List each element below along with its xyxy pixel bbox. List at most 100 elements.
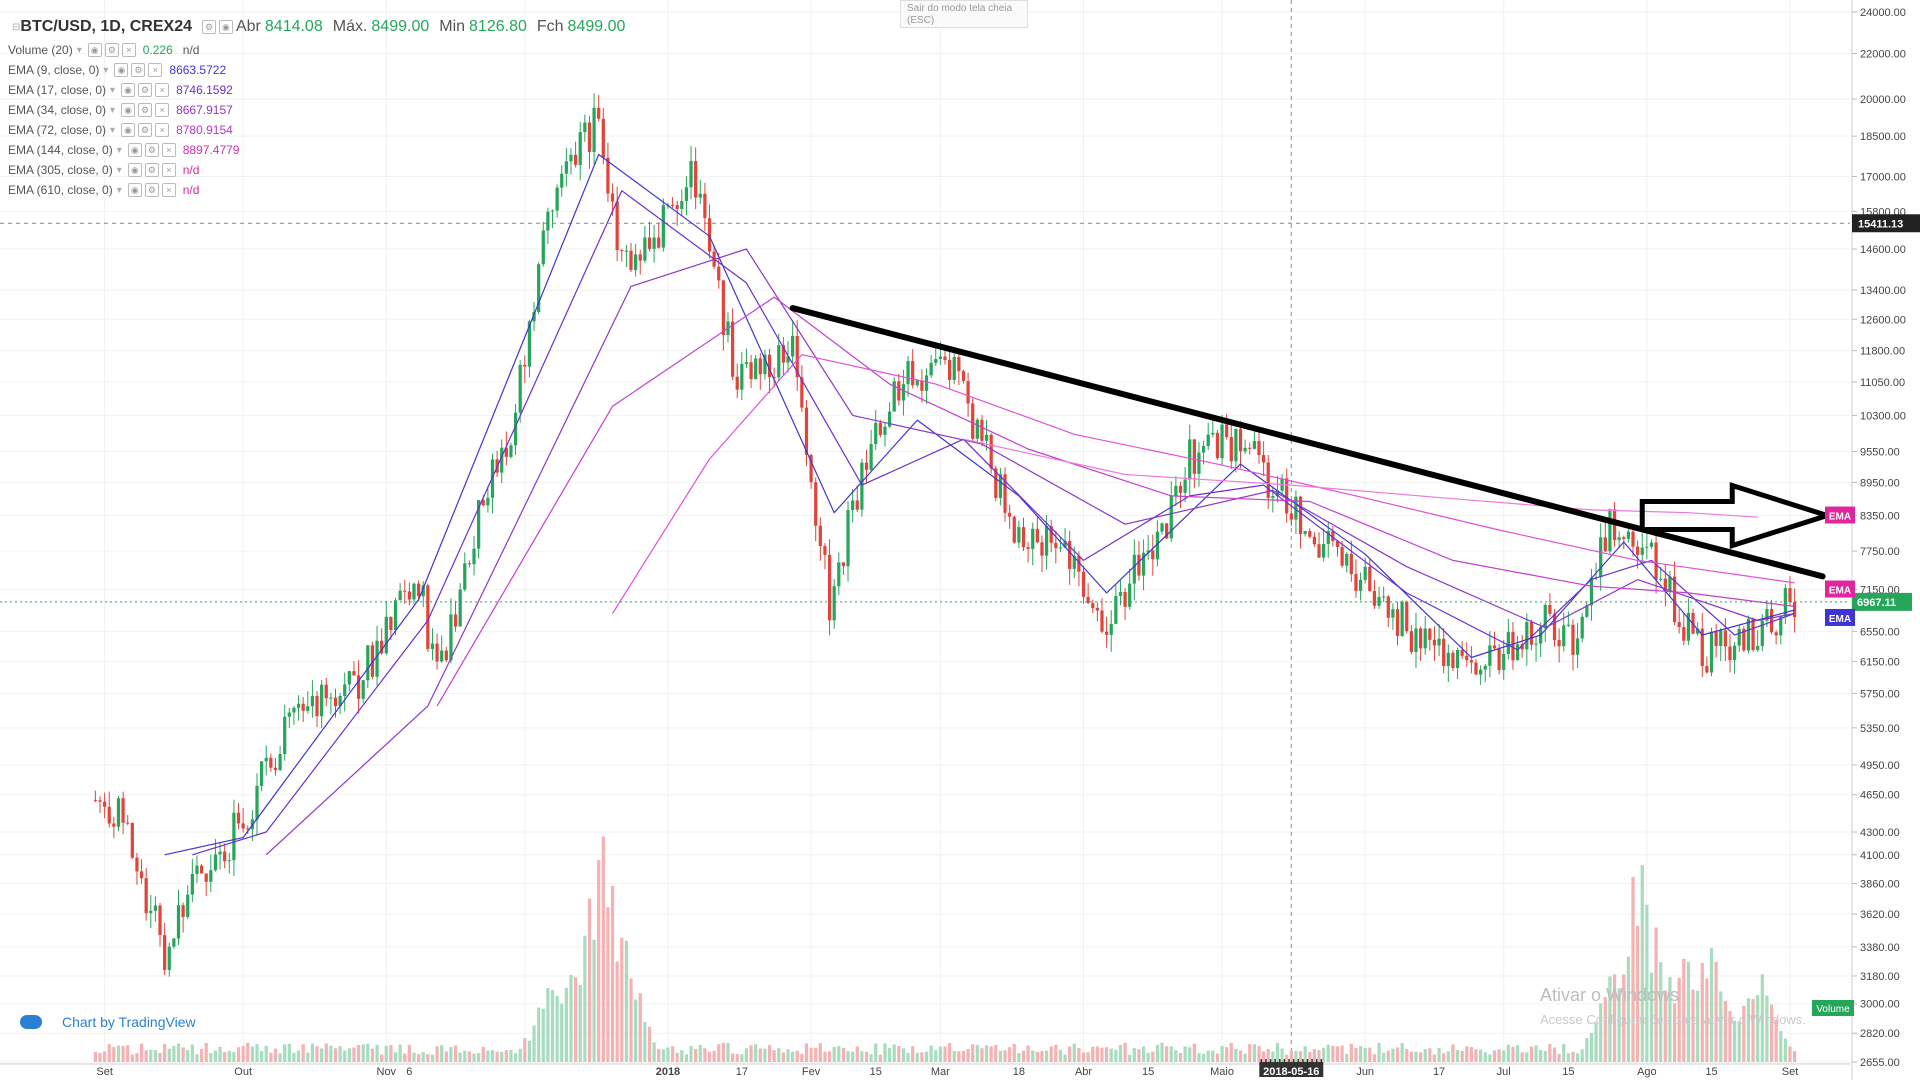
indicator-controls[interactable]: ◉ ⚙ ×	[121, 123, 172, 137]
dropdown-caret-icon[interactable]: ▾	[110, 124, 116, 136]
volume-bar	[573, 977, 578, 1062]
volume-bar	[537, 1007, 541, 1062]
volume-bar	[1068, 1046, 1072, 1062]
eye-icon[interactable]: ◉	[127, 143, 142, 157]
eye-icon[interactable]: ◉	[127, 163, 142, 177]
close-icon[interactable]: ×	[161, 163, 176, 177]
indicator-row[interactable]: EMA (34, close, 0) ▾ ◉ ⚙ × 8667.9157	[8, 100, 625, 120]
dropdown-caret-icon[interactable]: ▾	[103, 64, 109, 76]
volume-bar	[763, 1048, 767, 1062]
dropdown-caret-icon[interactable]: ▾	[110, 104, 116, 116]
indicator-row[interactable]: EMA (610, close, 0) ▾ ◉ ⚙ × n/d	[8, 180, 625, 200]
candle-body	[1086, 596, 1090, 604]
candle-body	[1769, 609, 1774, 633]
settings-icon[interactable]: ⚙	[104, 43, 119, 57]
indicator-row[interactable]: EMA (72, close, 0) ▾ ◉ ⚙ × 8780.9154	[8, 120, 625, 140]
volume-bar	[1031, 1050, 1035, 1062]
volume-bar	[998, 1050, 1003, 1062]
candle-body	[851, 500, 855, 511]
symbol-title[interactable]: BTC/USD, 1D, CREX24	[20, 18, 192, 35]
volume-bar	[486, 1050, 490, 1062]
dropdown-caret-icon[interactable]: ▾	[76, 44, 82, 56]
indicator-row[interactable]: EMA (305, close, 0) ▾ ◉ ⚙ × n/d	[8, 160, 625, 180]
indicator-row[interactable]: EMA (9, close, 0) ▾ ◉ ⚙ × 8663.5722	[8, 60, 625, 80]
candle-body	[1677, 622, 1681, 627]
indicator-controls[interactable]: ◉ ⚙ ×	[127, 163, 179, 177]
volume-bar	[1151, 1051, 1155, 1062]
candle-body	[804, 407, 809, 455]
candle-body	[1169, 496, 1173, 539]
indicator-row[interactable]: EMA (17, close, 0) ▾ ◉ ⚙ × 8746.1592	[8, 80, 625, 100]
settings-icon[interactable]: ⚙	[138, 123, 153, 137]
candle-body	[393, 600, 398, 631]
close-icon[interactable]: ×	[155, 123, 170, 137]
dropdown-caret-icon[interactable]: ▾	[110, 84, 116, 96]
symbol-controls[interactable]: ⚙ ◉	[201, 20, 236, 34]
candle-body	[1557, 640, 1561, 647]
eye-icon[interactable]: ◉	[114, 63, 129, 77]
indicator-row[interactable]: Volume (20) ▾ ◉ ⚙ × 0.226 n/d	[8, 40, 625, 60]
settings-icon[interactable]: ⚙	[144, 163, 159, 177]
eye-icon[interactable]: ◉	[87, 43, 102, 57]
settings-icon[interactable]: ⚙	[138, 103, 153, 117]
close-icon[interactable]: ×	[161, 143, 176, 157]
indicator-controls[interactable]: ◉ ⚙ ×	[121, 83, 172, 97]
indicator-value: 8663.5722	[169, 63, 227, 77]
brand-label[interactable]: Chart by TradingView	[62, 1014, 196, 1030]
volume-bar	[1488, 1054, 1492, 1062]
close-icon[interactable]: ×	[161, 183, 176, 197]
eye-icon[interactable]: ◉	[218, 20, 233, 34]
candle-body	[772, 377, 776, 379]
volume-bar	[495, 1051, 499, 1062]
settings-icon[interactable]: ⚙	[138, 83, 153, 97]
volume-bar	[541, 1008, 545, 1062]
eye-icon[interactable]: ◉	[121, 123, 136, 137]
volume-bar	[306, 1052, 310, 1062]
volume-bar	[107, 1044, 111, 1062]
settings-icon[interactable]: ⚙	[131, 63, 146, 77]
close-icon[interactable]: ×	[155, 103, 170, 117]
candle-body	[130, 823, 134, 858]
close-icon[interactable]: ×	[155, 83, 170, 97]
volume-bar	[370, 1048, 375, 1062]
volume-bar	[827, 1051, 832, 1062]
candle-body	[347, 671, 351, 685]
eye-icon[interactable]: ◉	[121, 83, 136, 97]
indicator-controls[interactable]: ◉ ⚙ ×	[87, 43, 139, 57]
dropdown-caret-icon[interactable]: ▾	[116, 144, 122, 156]
indicator-controls[interactable]: ◉ ⚙ ×	[127, 183, 179, 197]
candle-body	[1631, 531, 1635, 547]
volume-bar	[1654, 927, 1658, 1062]
indicator-controls[interactable]: ◉ ⚙ ×	[114, 63, 165, 77]
settings-icon[interactable]: ⚙	[201, 20, 216, 34]
close-icon[interactable]: ×	[148, 63, 163, 77]
tradingview-brand[interactable]: Chart by TradingView	[20, 1014, 196, 1030]
eye-icon[interactable]: ◉	[121, 103, 136, 117]
volume-bar	[1737, 1021, 1741, 1062]
volume-bar	[172, 1046, 176, 1062]
candle-body	[1312, 536, 1317, 545]
indicator-row[interactable]: EMA (144, close, 0) ▾ ◉ ⚙ × 8897.4779	[8, 140, 625, 160]
dropdown-caret-icon[interactable]: ▾	[116, 184, 122, 196]
volume-bar	[1072, 1043, 1076, 1062]
volume-bar	[1285, 1054, 1289, 1062]
volume-bar	[296, 1050, 301, 1062]
close-icon[interactable]: ×	[121, 43, 136, 57]
indicator-controls[interactable]: ◉ ⚙ ×	[121, 103, 172, 117]
fullscreen-exit-hint[interactable]: Sair do modo tela cheia (ESC)	[900, 0, 1028, 28]
candle-body	[643, 237, 647, 261]
eye-icon[interactable]: ◉	[127, 183, 142, 197]
settings-icon[interactable]: ⚙	[144, 183, 159, 197]
dropdown-caret-icon[interactable]: ▾	[116, 164, 122, 176]
windows-activation-text: Acesse Configurações para ativar o Windo…	[1540, 1012, 1806, 1027]
y-tick-label: 14600.00	[1860, 244, 1906, 256]
settings-icon[interactable]: ⚙	[144, 143, 159, 157]
volume-bar	[532, 1025, 536, 1062]
volume-bar	[121, 1045, 125, 1062]
volume-bar	[1298, 1051, 1303, 1062]
candle-body	[477, 500, 481, 549]
collapse-icon[interactable]: ⊟	[12, 21, 21, 33]
indicator-controls[interactable]: ◉ ⚙ ×	[127, 143, 179, 157]
